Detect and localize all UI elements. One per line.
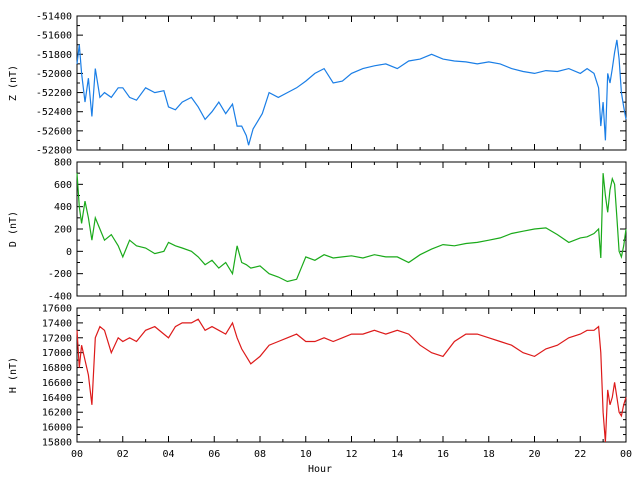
panel-d-frame [76, 161, 627, 297]
x-tick-label: 08 [254, 449, 266, 460]
y-tick-label: -400 [48, 292, 72, 303]
y-tick-label: 15800 [42, 438, 72, 449]
panel-h-ticks [76, 307, 627, 443]
y-tick-label: 16000 [42, 423, 72, 434]
x-tick-label: 04 [162, 449, 174, 460]
panel-z-tick-labels: -52800 -52600 -52400 -52200 -52000 -51800 -516… [36, 12, 72, 157]
x-tick-label: 14 [391, 449, 403, 460]
y-tick-label: -52600 [36, 126, 72, 137]
y-tick-label: 200 [54, 225, 72, 236]
panel-h: 15800 16000 16200 16400 16600 16800 17000 17200… [8, 304, 627, 449]
x-tick-label: 16 [437, 449, 449, 460]
y-tick-label: 17400 [42, 318, 72, 329]
y-tick-label: -51400 [36, 12, 72, 23]
x-tick-label: 00 [620, 449, 632, 460]
y-tick-label: 16400 [42, 393, 72, 404]
panel-d-ylabel: D (nT) [8, 211, 19, 247]
y-tick-label: -52200 [36, 88, 72, 99]
panel-h-frame [76, 307, 627, 443]
panel-h-series-line [76, 318, 627, 443]
y-tick-label: 600 [54, 180, 72, 191]
x-axis-label: Hour [308, 464, 332, 475]
y-tick-label: 0 [66, 247, 72, 258]
panel-h-ylabel: H (nT) [8, 357, 19, 393]
panel-d-series-line [76, 173, 627, 283]
panel-z-ylabel: Z (nT) [8, 65, 19, 101]
x-tick-label: 22 [574, 449, 586, 460]
panel-z-ticks [76, 15, 627, 151]
y-tick-label: 17200 [42, 333, 72, 344]
panel-z-series-line [76, 39, 627, 146]
x-tick-label: 00 [71, 449, 83, 460]
y-tick-label: -51800 [36, 50, 72, 61]
y-tick-label: -200 [48, 269, 72, 280]
panel-d: -400 -200 0 200 400 600 800 D (nT) [8, 158, 627, 303]
panel-d-tick-labels: -400 -200 0 200 400 600 800 [48, 158, 72, 303]
x-tick-label: 18 [483, 449, 495, 460]
y-tick-label: 17600 [42, 304, 72, 315]
panel-h-tick-labels: 15800 16000 16200 16400 16600 16800 17000 17200… [42, 304, 72, 449]
panel-d-ticks [76, 161, 627, 297]
panel-z: -52800 -52600 -52400 -52200 -52000 -51800 -516… [8, 12, 627, 157]
y-tick-label: -52800 [36, 146, 72, 157]
x-tick-label: 12 [345, 449, 357, 460]
y-tick-label: 17000 [42, 348, 72, 359]
y-tick-label: -52000 [36, 69, 72, 80]
x-tick-label: 10 [300, 449, 312, 460]
y-tick-label: 400 [54, 202, 72, 213]
y-tick-label: 16200 [42, 408, 72, 419]
y-tick-label: -52400 [36, 107, 72, 118]
y-tick-label: -51600 [36, 31, 72, 42]
x-tick-label: 06 [208, 449, 220, 460]
y-tick-label: 16800 [42, 363, 72, 374]
y-tick-label: 800 [54, 158, 72, 169]
x-tick-label: 02 [117, 449, 129, 460]
x-tick-label: 20 [528, 449, 540, 460]
y-tick-label: 16600 [42, 378, 72, 389]
panel-z-frame [76, 15, 627, 151]
x-tick-labels: 00 02 04 06 08 10 12 14 16 18 20 22 00 [71, 449, 632, 460]
